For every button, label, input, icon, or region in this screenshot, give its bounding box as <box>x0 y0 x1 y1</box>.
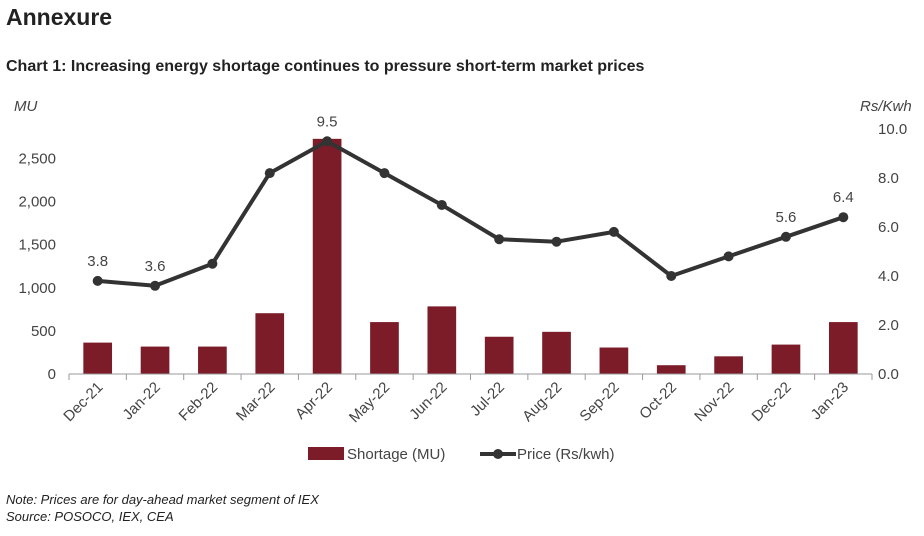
price-data-label: 3.6 <box>145 258 166 275</box>
source-text: Source: POSOCO, IEX, CEA <box>6 509 174 524</box>
price-point <box>666 271 677 281</box>
left-tick-label: 0 <box>48 366 56 383</box>
x-tick-label: Jan-23 <box>808 379 852 423</box>
bar-shortage <box>656 365 686 374</box>
price-point <box>207 258 218 269</box>
left-tick-label: 500 <box>31 323 56 340</box>
price-point <box>723 251 734 262</box>
chart-notes: Note: Prices are for day-ahead market se… <box>6 491 319 525</box>
x-tick-label: Mar-22 <box>233 379 279 425</box>
bar-shortage <box>484 336 514 374</box>
bar-shortage <box>140 346 170 374</box>
bar-shortage <box>255 313 285 374</box>
right-tick-label: 2.0 <box>878 317 899 334</box>
legend: Shortage (MU) Price (Rs/kwh) <box>308 446 615 463</box>
right-axis-label: Rs/Kwh <box>860 98 912 115</box>
x-tick-label: Dec-22 <box>749 379 795 425</box>
price-point <box>494 234 505 245</box>
price-point <box>150 280 161 291</box>
bar-shortage <box>83 342 113 374</box>
left-tick-label: 2,000 <box>18 194 56 211</box>
bar-shortage <box>771 344 801 374</box>
legend-swatch-shortage <box>308 447 344 460</box>
bar-shortage <box>198 346 227 374</box>
price-data-label: 5.6 <box>776 209 797 226</box>
price-point <box>608 226 619 237</box>
x-tick-label: Jul-22 <box>467 379 508 420</box>
x-tick-label: Feb-22 <box>176 379 222 425</box>
right-tick-label: 0.0 <box>878 366 899 383</box>
left-tick-label: 2,500 <box>18 150 56 167</box>
price-point <box>92 275 103 286</box>
bar-shortage <box>714 356 743 374</box>
price-point <box>838 212 849 223</box>
price-point <box>379 168 390 179</box>
x-tick-label: May-22 <box>346 379 393 426</box>
right-tick-label: 8.0 <box>878 170 899 187</box>
right-tick-label: 10.0 <box>878 121 907 138</box>
bar-shortage <box>828 322 858 374</box>
left-tick-label: 1,000 <box>18 280 56 297</box>
bar-shortage <box>542 331 571 374</box>
x-tick-label: Oct-22 <box>636 379 680 423</box>
x-tick-label: Sep-22 <box>576 379 622 425</box>
bar-shortage <box>370 322 399 374</box>
price-line <box>97 139 844 288</box>
x-tick-label: Apr-22 <box>292 379 336 423</box>
price-point <box>436 199 447 210</box>
bar-shortage <box>427 306 457 374</box>
page-heading: Annexure <box>6 4 113 30</box>
left-axis-label: MU <box>14 98 37 115</box>
left-tick-label: 1,500 <box>18 237 56 254</box>
legend-label-price: Price (Rs/kwh) <box>517 446 615 463</box>
x-tick-label: Jan-22 <box>119 379 163 423</box>
legend-label-shortage: Shortage (MU) <box>347 446 445 463</box>
x-tick-label: Nov-22 <box>691 379 737 425</box>
right-tick-label: 6.0 <box>878 219 899 236</box>
legend-marker-price <box>493 449 503 459</box>
price-point <box>551 236 562 247</box>
price-point <box>322 136 333 147</box>
note-text: Note: Prices are for day-ahead market se… <box>6 492 319 507</box>
price-data-label: 3.8 <box>87 253 108 270</box>
chart-title: Chart 1: Increasing energy shortage cont… <box>6 58 645 75</box>
price-point <box>780 231 791 242</box>
bar-shortage <box>312 138 342 374</box>
price-point <box>264 168 275 179</box>
bar-shortage <box>599 347 629 374</box>
x-tick-label: Aug-22 <box>519 379 565 425</box>
price-data-label: 9.5 <box>317 113 338 130</box>
right-tick-label: 4.0 <box>878 268 899 285</box>
price-data-label: 6.4 <box>833 189 854 206</box>
x-tick-label: Dec-21 <box>60 379 106 425</box>
x-tick-label: Jun-22 <box>406 379 450 423</box>
